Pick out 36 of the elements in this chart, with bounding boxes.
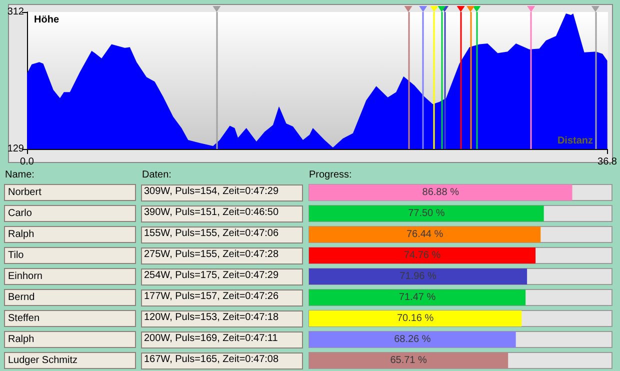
y-tick-label: Carlo	[8, 208, 32, 219]
text: Daten:	[142, 170, 172, 180]
data-label: 71.47 %	[398, 292, 436, 303]
data-label: 70.16 %	[396, 313, 434, 324]
text: 200W, Puls=169, Zeit=0:47:11	[144, 333, 278, 344]
y-tick-label: 312	[7, 6, 24, 18]
text: 275W, Puls=155, Zeit=0:47:28	[144, 249, 279, 260]
y-tick-label: Norbert	[8, 187, 42, 198]
y-tick-label: Tilo	[8, 250, 24, 261]
x-tick-label: 36.8	[598, 156, 618, 168]
text: 177W, Puls=157, Zeit=0:47:26	[144, 291, 279, 302]
text: 309W, Puls=154, Zeit=0:47:29	[144, 186, 279, 197]
data-label: 74.76 %	[404, 250, 441, 261]
x-tick-label: 0.0	[20, 156, 34, 168]
y-axis-title: Name:	[5, 170, 34, 180]
chart-title: Höhe	[34, 14, 60, 26]
y-tick-label: Ralph	[8, 334, 34, 345]
y-tick-label: Steffen	[8, 313, 40, 324]
y-tick-label: Ludger Schmitz	[8, 355, 78, 366]
y-tick-label: 129	[7, 144, 24, 154]
data-label: 77.50 %	[408, 208, 445, 219]
data-label: 68.26 %	[394, 334, 431, 345]
data-label: 65.71 %	[390, 355, 427, 366]
x-axis-title: Distanz	[557, 136, 593, 146]
y-tick-label: Ralph	[8, 229, 34, 240]
chart-title: Progress:	[309, 170, 352, 180]
y-tick-label: Einhorn	[8, 271, 42, 282]
y-tick-label: Bernd	[8, 292, 35, 303]
text: 120W, Puls=153, Zeit=0:47:18	[144, 312, 279, 323]
text: 254W, Puls=175, Zeit=0:47:29	[144, 270, 279, 281]
data-label: 71.96 %	[400, 271, 436, 282]
text: 390W, Puls=151, Zeit=0:46:50	[144, 207, 279, 218]
data-label: 76.44 %	[406, 229, 444, 240]
data-label: 86.88 %	[422, 187, 460, 198]
text: 167W, Puls=165, Zeit=0:47:08	[144, 354, 279, 365]
text: 155W, Puls=155, Zeit=0:47:06	[144, 228, 279, 239]
